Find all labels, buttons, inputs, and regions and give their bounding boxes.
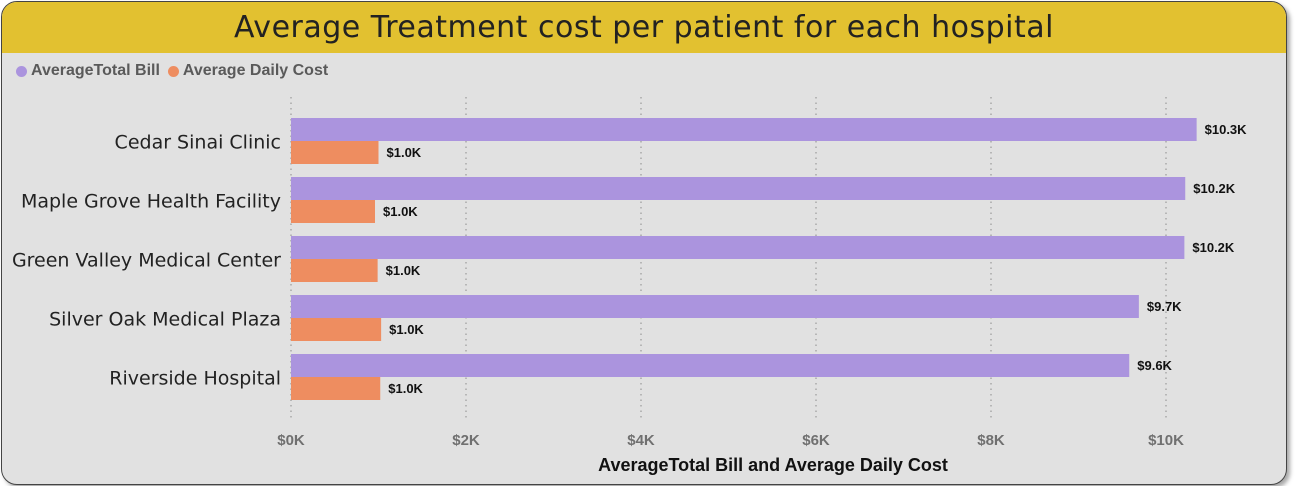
data-label: $1.0K	[389, 322, 424, 337]
data-label: $9.6K	[1137, 358, 1172, 373]
bar-chart: $0K $2K $4K $6K $8K $10K Cedar Sinai Clinic $10…	[12, 97, 1248, 475]
title-bar: Average Treatment cost per patient for e…	[2, 2, 1286, 53]
category-label: Cedar Sinai Clinic	[115, 132, 281, 154]
data-label: $1.0K	[387, 145, 422, 160]
bar-daily-cost[interactable]	[291, 377, 381, 400]
data-label: $10.2K	[1192, 240, 1235, 255]
legend-label-total-bill: AverageTotal Bill	[31, 62, 160, 79]
legend-label-daily-cost: Average Daily Cost	[182, 62, 329, 79]
data-label: $1.0K	[383, 204, 418, 219]
x-tick-label: $10K	[1148, 432, 1184, 449]
data-label: $1.0K	[388, 381, 423, 396]
legend-item-daily-cost[interactable]: Average Daily Cost	[167, 62, 329, 80]
x-tick-label: $8K	[977, 432, 1005, 449]
chart-title: Average Treatment cost per patient for e…	[234, 10, 1054, 45]
legend: AverageTotal Bill Average Daily Cost	[16, 62, 336, 80]
bar-total-bill[interactable]	[291, 118, 1197, 141]
x-tick-label: $6K	[802, 432, 830, 449]
data-label: $10.2K	[1193, 181, 1236, 196]
bar-total-bill[interactable]	[291, 295, 1139, 318]
bar-total-bill[interactable]	[291, 177, 1186, 200]
data-label: $9.7K	[1147, 299, 1182, 314]
bar-total-bill[interactable]	[291, 354, 1130, 377]
category-label: Maple Grove Health Facility	[21, 191, 281, 213]
legend-dot-daily-cost	[167, 65, 179, 77]
bar-daily-cost[interactable]	[291, 318, 382, 341]
x-tick-label: $4K	[627, 432, 655, 449]
bar-daily-cost[interactable]	[291, 200, 375, 223]
data-label: $10.3K	[1205, 122, 1248, 137]
bar-daily-cost[interactable]	[291, 141, 379, 164]
legend-dot-total-bill	[16, 65, 27, 77]
data-label: $1.0K	[386, 263, 421, 278]
x-axis-title: AverageTotal Bill and Average Daily Cost	[598, 455, 948, 475]
x-tick-label: $2K	[452, 432, 480, 449]
bar-total-bill[interactable]	[291, 236, 1185, 259]
bar-daily-cost[interactable]	[291, 259, 378, 282]
category-label: Riverside Hospital	[109, 368, 281, 390]
legend-item-total-bill[interactable]: AverageTotal Bill	[16, 62, 160, 80]
category-label: Silver Oak Medical Plaza	[49, 309, 281, 331]
category-label: Green Valley Medical Center	[12, 250, 281, 272]
x-tick-label: $0K	[277, 432, 305, 449]
